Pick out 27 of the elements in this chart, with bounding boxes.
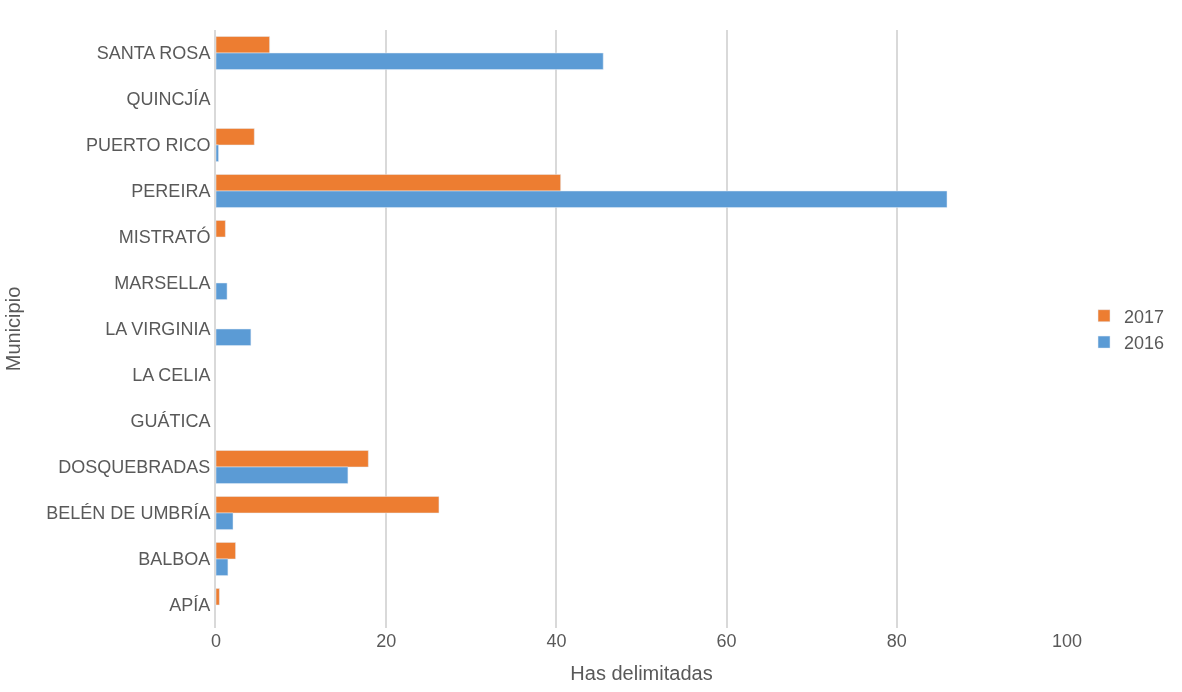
bar (216, 328, 252, 346)
y-tick-label: DOSQUEBRADAS (58, 457, 211, 478)
legend-label: 2017 (1124, 306, 1165, 327)
y-tick-label: PEREIRA (131, 181, 211, 202)
x-tick-label: 80 (886, 631, 907, 651)
y-tick-label: APÍA (169, 595, 211, 616)
x-tick-label: 60 (716, 631, 737, 651)
y-tick-label: LA CELIA (132, 365, 211, 386)
x-tick-label: 40 (546, 631, 567, 651)
y-tick-label: QUINCJÍA (126, 89, 211, 110)
y-tick-label: SANTA ROSA (96, 43, 211, 64)
bar (216, 220, 226, 238)
y-tick-label: BALBOA (138, 549, 211, 570)
bar (216, 588, 220, 606)
bar (216, 282, 228, 300)
x-tick-label: 20 (376, 631, 397, 651)
y-tick-label: PUERTO RICO (86, 135, 211, 156)
x-tick-label: 0 (210, 631, 222, 651)
y-tick-label: LA VIRGINIA (105, 319, 211, 340)
y-tick-label: MISTRATÓ (118, 226, 211, 248)
y-axis-title: Municipio (2, 286, 25, 372)
x-axis-title: Has delimitadas (570, 661, 713, 684)
legend-label: 2016 (1124, 333, 1165, 354)
y-tick-label: BELÉN DE UMBRÍA (46, 503, 211, 524)
y-tick-label: MARSELLA (114, 273, 211, 294)
y-tick-label: GUÁTICA (130, 411, 211, 432)
x-tick-label: 100 (1051, 631, 1083, 651)
